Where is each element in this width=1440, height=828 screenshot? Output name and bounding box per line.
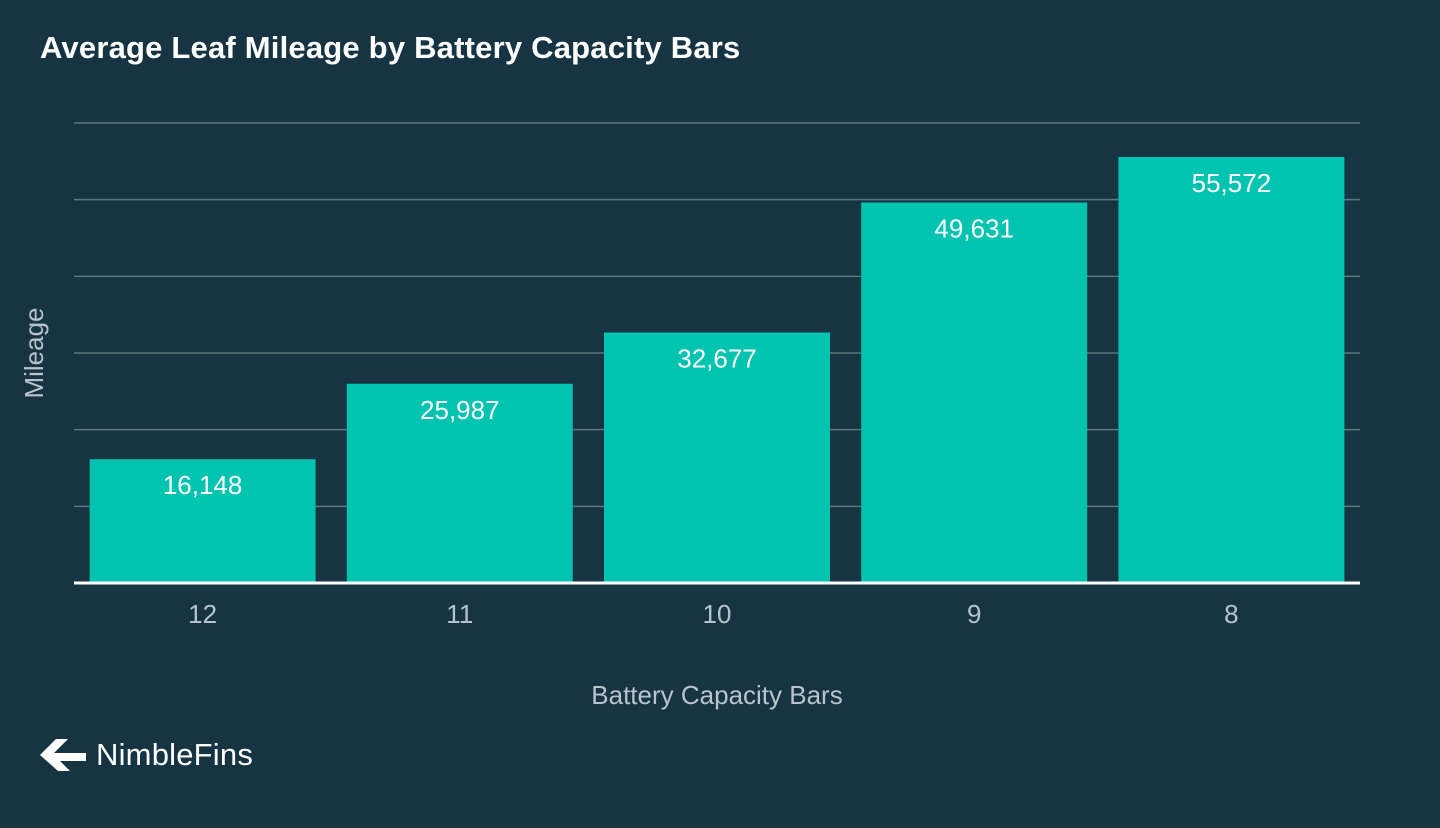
x-tick-label: 8 [1224, 599, 1238, 629]
chart-title: Average Leaf Mileage by Battery Capacity… [40, 30, 741, 65]
x-tick-label: 12 [188, 599, 217, 629]
x-axis-label: Battery Capacity Bars [591, 680, 842, 710]
x-tick-label: 9 [967, 599, 981, 629]
bar-9 [861, 202, 1088, 583]
brand-logo: NimbleFins [40, 737, 253, 773]
x-tick-labels: 12 11 10 9 8 [188, 599, 1238, 629]
data-label: 49,631 [934, 213, 1014, 243]
bars [89, 156, 1345, 583]
x-tick-label: 10 [703, 599, 732, 629]
bar-11 [346, 383, 573, 583]
data-label: 25,987 [420, 395, 500, 425]
data-label: 16,148 [163, 470, 243, 500]
bar-12 [89, 459, 316, 583]
brand-name: NimbleFins [96, 737, 254, 772]
data-label: 32,677 [677, 343, 757, 373]
y-axis-label: Mileage [19, 307, 49, 398]
data-labels: 16,148 25,987 32,677 49,631 55,572 [163, 168, 1271, 500]
x-tick-label: 11 [446, 599, 473, 629]
data-label: 55,572 [1192, 168, 1272, 198]
bar-8 [1118, 156, 1345, 583]
nimblefins-logo-icon [40, 739, 86, 771]
bar-10 [604, 332, 830, 583]
